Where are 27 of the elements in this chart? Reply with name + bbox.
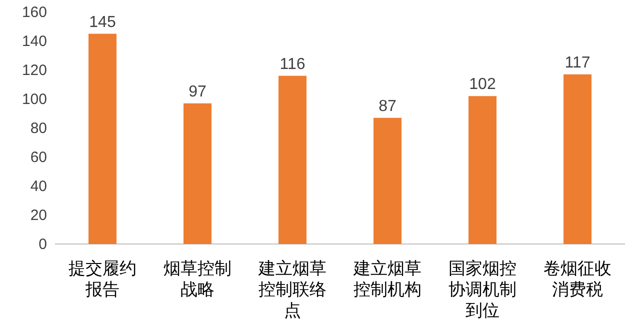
bar — [88, 34, 116, 244]
bar — [278, 76, 306, 244]
data-label: 87 — [378, 98, 396, 115]
y-tick-label: 20 — [30, 207, 47, 224]
data-label: 145 — [89, 14, 116, 31]
x-tick-label: 卷烟征收消费税 — [544, 259, 612, 299]
y-tick-label: 100 — [22, 91, 47, 108]
y-tick-label: 160 — [22, 4, 47, 21]
y-tick-label: 60 — [30, 149, 47, 166]
data-label: 116 — [280, 56, 306, 73]
x-tick-label: 提交履约报告 — [68, 259, 136, 299]
data-label: 117 — [564, 54, 590, 72]
x-tick-label: 建立烟草控制联络点 — [258, 259, 326, 320]
bar — [184, 103, 212, 244]
y-tick-label: 40 — [30, 178, 47, 195]
y-tick-label: 120 — [22, 62, 47, 79]
bar — [564, 74, 592, 244]
x-tick-label: 烟草控制战略 — [164, 259, 232, 299]
y-tick-label: 0 — [38, 236, 47, 253]
data-label: 97 — [188, 83, 206, 100]
data-label: 102 — [469, 76, 496, 94]
bar — [468, 96, 496, 244]
x-tick-label: 建立烟草控制机构 — [352, 259, 422, 299]
bar — [374, 118, 402, 244]
x-tick-label: 国家烟控协调机制到位 — [448, 259, 516, 320]
y-tick-label: 80 — [30, 120, 47, 137]
y-tick-label: 140 — [22, 33, 47, 50]
